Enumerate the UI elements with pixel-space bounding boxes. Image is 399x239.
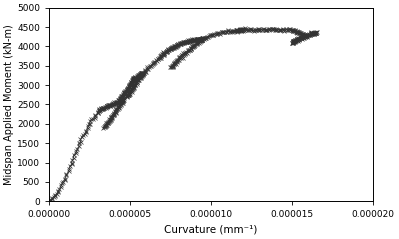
Y-axis label: Midspan Applied Moment (kN-m): Midspan Applied Moment (kN-m) xyxy=(4,24,14,185)
X-axis label: Curvature (mm⁻¹): Curvature (mm⁻¹) xyxy=(164,225,258,235)
